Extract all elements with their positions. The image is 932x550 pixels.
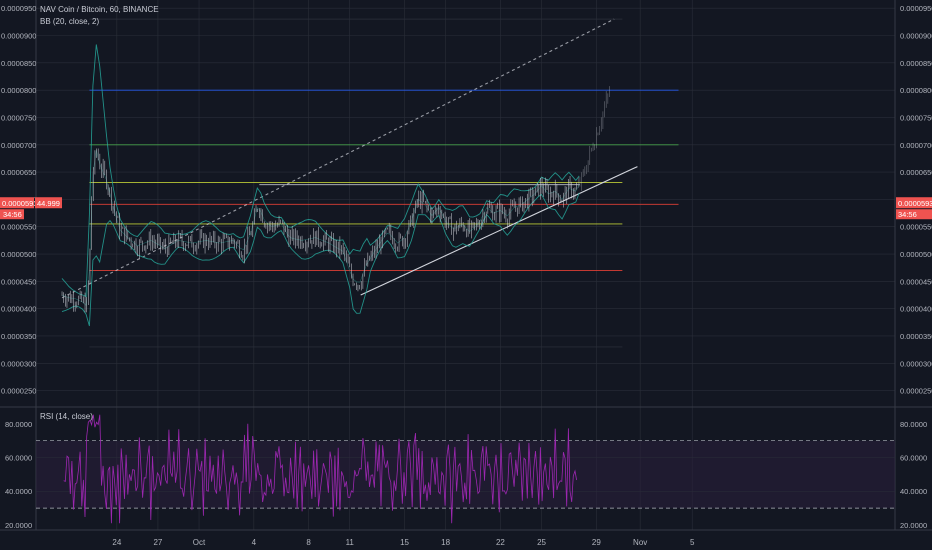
price-tick-label-left: 0.0000800 xyxy=(1,86,36,95)
price-tick-label-right: 0.0000300 xyxy=(900,359,932,368)
price-tick-label-left: 0.0000500 xyxy=(1,250,36,259)
rsi-tick-label-left: 20.0000 xyxy=(5,521,32,530)
price-tick-label-left: 0.0000700 xyxy=(1,141,36,150)
last-price-label: 0.0000593 xyxy=(2,199,37,208)
countdown-label: 34:56 xyxy=(3,210,22,219)
rsi-indicator-label[interactable]: RSI (14, close) xyxy=(40,412,93,421)
rsi-pane xyxy=(36,414,895,524)
price-tick-label-right: 0.0000450 xyxy=(900,277,932,286)
rsi-tick-label-right: 60.0000 xyxy=(900,454,927,463)
price-tick-label-right: 0.0000900 xyxy=(900,32,932,41)
price-tick-label-left: 0.0000750 xyxy=(1,113,36,122)
time-tick-label: 8 xyxy=(306,538,311,547)
time-tick-label: 18 xyxy=(441,538,450,547)
rsi-tick-label-left: 40.0000 xyxy=(5,487,32,496)
price-tick-label-right: 0.0000700 xyxy=(900,141,932,150)
symbol-title: NAV Coin / Bitcoin, 60, BINANCE xyxy=(40,5,159,14)
price-tick-label-left: 0.0000650 xyxy=(1,168,36,177)
rsi-tick-label-right: 40.0000 xyxy=(900,487,927,496)
rsi-tick-label-right: 20.0000 xyxy=(900,521,927,530)
trendlines[interactable] xyxy=(61,18,638,299)
bollinger-lower-band xyxy=(61,192,580,327)
last-price-label-right: 0.0000593 xyxy=(898,199,932,208)
countdown-label-right: 34:56 xyxy=(898,210,917,219)
price-tick-label-left: 0.0000900 xyxy=(1,32,36,41)
time-tick-label: 11 xyxy=(346,538,355,547)
price-tick-label-right: 0.0000650 xyxy=(900,168,932,177)
rsi-tick-label-right: 80.0000 xyxy=(900,420,927,429)
bb-indicator-label[interactable]: BB (20, close, 2) xyxy=(40,17,100,26)
bollinger-upper-band xyxy=(61,44,580,298)
price-tick-label-right: 0.0000400 xyxy=(900,305,932,314)
horizontal-levels[interactable] xyxy=(89,18,679,348)
price-tick-label-left: 0.0000850 xyxy=(1,59,36,68)
time-tick-label: 25 xyxy=(537,538,546,547)
countdown-badge-right xyxy=(896,209,932,220)
price-tick-label-right: 0.0000800 xyxy=(900,86,932,95)
price-tick-label-right: 0.0000550 xyxy=(900,223,932,232)
candles xyxy=(61,86,610,313)
price-tick-label-left: 0.0000250 xyxy=(1,387,36,396)
rsi-line xyxy=(63,414,577,524)
rsi-tick-label-left: 60.0000 xyxy=(5,454,32,463)
price-tick-label-right: 0.0000250 xyxy=(900,387,932,396)
time-tick-label: Oct xyxy=(193,538,206,547)
rsi-value-badge xyxy=(35,197,62,209)
price-tick-label-right: 0.0000750 xyxy=(900,113,932,122)
price-tick-label-left: 0.0000350 xyxy=(1,332,36,341)
time-tick-label: 22 xyxy=(496,538,505,547)
price-tick-label-left: 0.0000950 xyxy=(1,4,36,13)
rsi-value-label: 44.999 xyxy=(37,199,60,208)
price-tick-label-right: 0.0000850 xyxy=(900,59,932,68)
time-tick-label: 29 xyxy=(592,538,601,547)
time-tick-label: 15 xyxy=(400,538,409,547)
time-tick-label: 5 xyxy=(690,538,695,547)
time-tick-label: 24 xyxy=(112,538,121,547)
price-tick-label-right: 0.0000500 xyxy=(900,250,932,259)
price-tick-label-left: 0.0000400 xyxy=(1,305,36,314)
rsi-tick-label-left: 80.0000 xyxy=(5,420,32,429)
dashed-trendline[interactable] xyxy=(61,18,615,299)
last-price-badge-left xyxy=(0,197,34,209)
price-tick-label-left: 0.0000300 xyxy=(1,359,36,368)
time-axis[interactable]: 24 27 Oct 4 8 11 15 18 22 25 29 Nov 5 xyxy=(112,538,695,547)
time-tick-label: Nov xyxy=(633,538,647,547)
price-tick-label-right: 0.0000350 xyxy=(900,332,932,341)
rsi-axis[interactable]: 80.0000 80.0000 60.0000 60.0000 40.0000 40.00… xyxy=(5,420,927,530)
countdown-badge-left xyxy=(0,209,24,220)
price-tick-label-right: 0.0000950 xyxy=(900,4,932,13)
time-tick-label: 27 xyxy=(153,538,162,547)
last-price-badge-right xyxy=(896,197,932,209)
time-tick-label: 4 xyxy=(252,538,257,547)
price-tick-label-left: 0.0000550 xyxy=(1,223,36,232)
ascending-support-trendline[interactable] xyxy=(360,166,638,296)
price-tick-label-left: 0.0000450 xyxy=(1,277,36,286)
